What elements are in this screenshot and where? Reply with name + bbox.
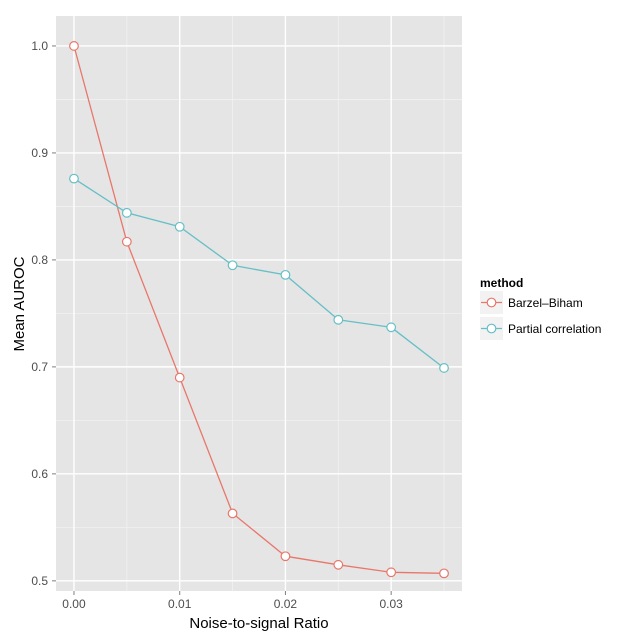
data-point	[280, 269, 291, 280]
legend-label: Partial correlation	[508, 322, 601, 336]
data-point	[386, 322, 397, 333]
data-point	[439, 568, 449, 579]
data-point	[69, 173, 79, 184]
legend-key-point	[486, 323, 497, 334]
series-line-0	[73, 45, 445, 574]
x-axis-ticks: 0.00 0.01 0.02 0.03	[62, 591, 403, 611]
legend-title: method	[480, 276, 523, 290]
data-point	[333, 559, 344, 570]
major-gridlines	[56, 16, 462, 591]
data-point	[439, 363, 449, 373]
x-axis-title: Noise-to-signal Ratio	[189, 615, 328, 632]
data-point	[333, 314, 344, 325]
y-tick-label: 0.7	[31, 360, 48, 374]
x-tick-label: 0.00	[62, 597, 86, 611]
data-point	[227, 260, 238, 271]
data-point	[174, 372, 185, 383]
x-tick-label: 0.02	[274, 597, 298, 611]
x-tick-label: 0.01	[168, 597, 192, 611]
legend-items: Barzel–Biham Partial correlation	[480, 291, 601, 340]
y-tick-label: 0.9	[31, 146, 48, 160]
y-tick-label: 1.0	[31, 39, 48, 53]
plot-panel	[56, 16, 462, 591]
y-tick-label: 0.8	[31, 253, 48, 267]
data-point	[280, 551, 291, 562]
series-points	[69, 41, 449, 579]
y-axis-title: Mean AUROC	[11, 256, 28, 351]
legend-key-point	[486, 297, 497, 308]
data-point	[174, 221, 185, 232]
y-axis-ticks: 0.5 0.6 0.7 0.8 0.9 1.0	[31, 39, 56, 588]
legend-label: Barzel–Biham	[508, 296, 583, 310]
data-point	[227, 508, 238, 519]
x-tick-label: 0.03	[379, 597, 403, 611]
data-point	[69, 41, 79, 51]
minor-gridlines	[56, 16, 462, 591]
legend: method Barzel–Biham Partial correlation	[480, 276, 601, 340]
data-point	[121, 207, 132, 218]
series-line-1	[73, 178, 445, 369]
series-lines	[73, 45, 445, 574]
y-tick-label: 0.5	[31, 574, 48, 588]
data-point	[386, 567, 397, 578]
y-tick-label: 0.6	[31, 467, 48, 481]
data-point	[121, 236, 132, 247]
